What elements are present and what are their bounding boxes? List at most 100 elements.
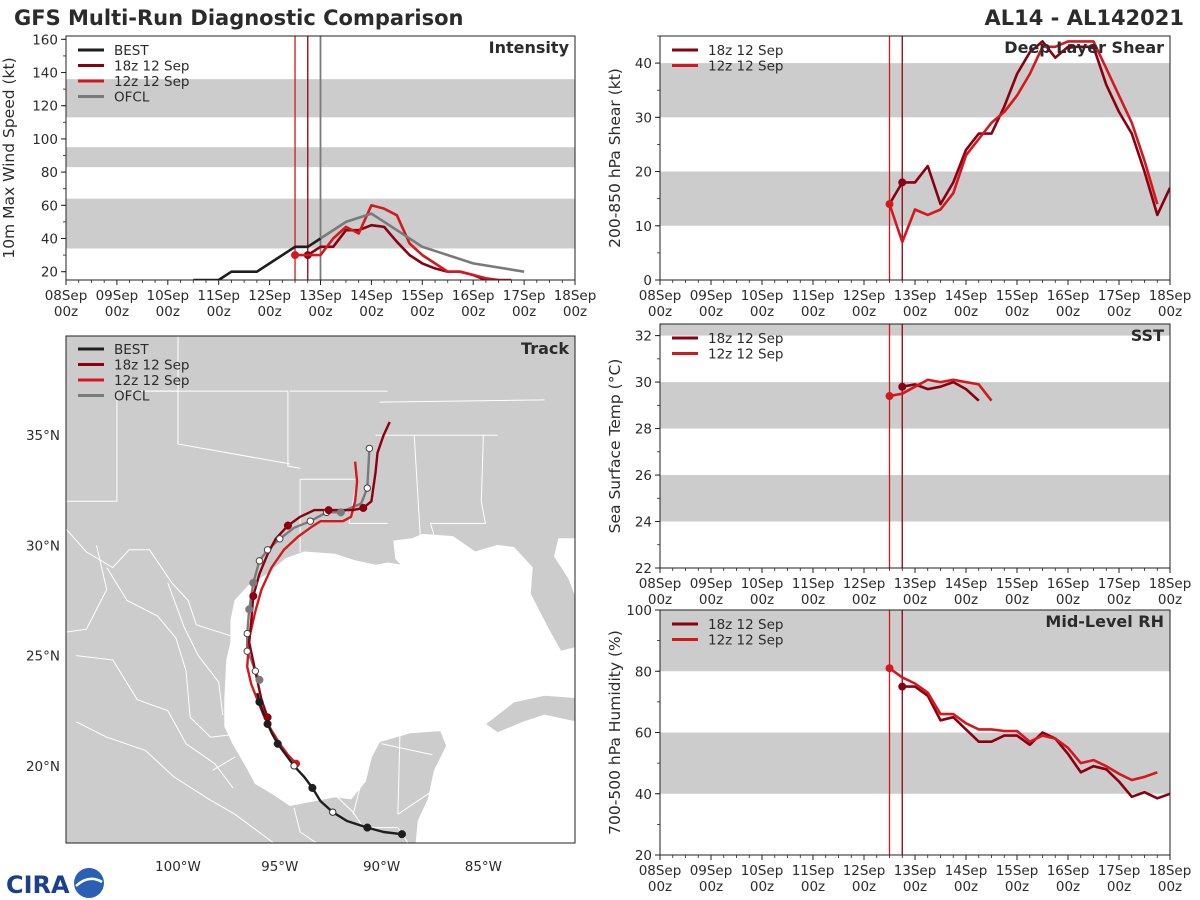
map-border-line [66,391,118,502]
shear-plot-area [660,36,1170,280]
shear-x-tick-label: 00z [699,304,723,320]
track-panel: 100°W 95°W 90°W 85°W 20°N 25°N 30°N 35°N Track BE… [26,335,576,875]
map-border-line [212,756,236,771]
sst-panel: 08Sep00z09Sep00z10Sep00z11Sep00z12Sep00z… [606,323,1191,608]
sst-x-tick-label: 00z [750,592,774,608]
sst-x-tick-label: 00z [1056,592,1080,608]
rh-y-tick-label: 60 [635,726,652,742]
intensity-x-tick-label: 15Sep [401,288,444,304]
map-border-line [66,528,232,637]
storm-id: AL14 - AL142021 [985,6,1185,30]
sst-y-tick-label: 32 [635,329,652,345]
intensity-series-line [295,204,512,280]
track-panel-title: Track [521,339,569,358]
shear-x-tick-label: 10Sep [741,288,784,304]
shear-band [660,171,1170,226]
shear-x-tick-label: 00z [1107,304,1131,320]
rh-series-line [888,667,1158,782]
shear-x-tick-label: 16Sep [1047,288,1090,304]
shear-x-tick-label: 00z [750,304,774,320]
intensity-y-tick-label: 140 [32,66,58,82]
map-border-line [287,391,301,469]
track-point [336,508,345,517]
intensity-x-tick-label: 00z [359,304,383,320]
track-lat-label: 25°N [26,649,60,665]
rh-x-tick-label: 00z [954,879,978,895]
rh-x-tick-label: 10Sep [741,863,784,879]
shear-y-axis-label: 200-850 hPa Shear (kt) [606,68,624,248]
land-cuba [484,694,575,734]
track-point [255,697,264,706]
rh-y-tick-label: 100 [626,603,652,619]
sst-band [660,382,1170,429]
sst-x-tick-label: 00z [801,592,825,608]
track-point [329,808,337,816]
sst-x-tick-label: 13Sep [894,576,937,592]
intensity-y-tick-label: 160 [32,32,58,48]
sst-y-tick-label: 22 [635,561,652,577]
shear-legend-label: 18z 12 Sep [708,43,783,59]
track-point [263,719,272,729]
shear-y-tick-label: 10 [635,219,652,235]
track-point [276,535,284,543]
intensity-legend-label: BEST [114,43,149,59]
rh-x-tick-label: 00z [1158,879,1182,895]
rh-x-tick-label: 18Sep [1149,863,1192,879]
track-point [397,830,406,839]
sst-series-marker [898,382,907,391]
sst-x-tick-label: 09Sep [690,576,733,592]
intensity-x-tick-label: 08Sep [45,288,88,304]
track-lat-label: 20°N [26,759,60,775]
shear-x-tick-label: 00z [1056,304,1080,320]
map-border-line [413,435,421,537]
rh-legend-label: 18z 12 Sep [708,617,783,633]
track-lon-label: 95°W [261,859,298,875]
map-border-line [429,435,487,537]
track-point [359,503,368,512]
intensity-legend-label: 18z 12 Sep [114,59,189,75]
shear-x-tick-label: 00z [954,304,978,320]
intensity-x-tick-label: 00z [105,304,129,320]
shear-series-marker [885,200,894,209]
shear-panel-title: Deep Layer Shear [1004,38,1164,57]
track-point [273,739,282,748]
shear-series-marker [898,178,907,187]
track-lat-label: 30°N [26,538,60,554]
intensity-series-line [193,237,322,280]
rh-band [660,732,1170,794]
intensity-x-tick-label: 10Sep [146,288,189,304]
map-border-line [397,734,401,815]
sst-x-tick-label: 15Sep [996,576,1039,592]
rh-x-tick-label: 08Sep [639,863,682,879]
track-point [365,444,374,453]
rh-x-tick-label: 00z [699,879,723,895]
sst-x-tick-label: 10Sep [741,576,784,592]
shear-x-tick-label: 00z [1005,304,1029,320]
intensity-plot-area [66,36,575,280]
shear-x-tick-label: 13Sep [894,288,937,304]
rh-x-tick-label: 11Sep [792,863,835,879]
track-legend-label: BEST [114,342,149,358]
intensity-x-tick-label: 13Sep [299,288,342,304]
shear-series-line [888,40,1159,244]
intensity-x-tick-label: 00z [156,304,180,320]
sst-x-tick-label: 08Sep [639,576,682,592]
map-border-line [76,655,234,789]
sst-series-line [889,378,993,402]
sst-panel-title: SST [1131,326,1164,345]
intensity-y-tick-label: 20 [41,265,58,281]
rh-x-tick-label: 00z [903,879,927,895]
sst-x-tick-label: 00z [648,592,672,608]
rh-x-tick-label: 00z [648,879,672,895]
sst-band [660,475,1170,522]
track-point [255,675,264,684]
shear-x-tick-label: 17Sep [1098,288,1141,304]
shear-x-tick-label: 18Sep [1149,288,1192,304]
sst-x-tick-label: 12Sep [843,576,886,592]
map-border-line [177,336,291,465]
intensity-legend-label: OFCL [114,90,150,106]
shear-x-tick-label: 08Sep [639,288,682,304]
sst-x-tick-label: 00z [852,592,876,608]
rh-x-tick-label: 15Sep [996,863,1039,879]
intensity-x-tick-label: 00z [308,304,332,320]
